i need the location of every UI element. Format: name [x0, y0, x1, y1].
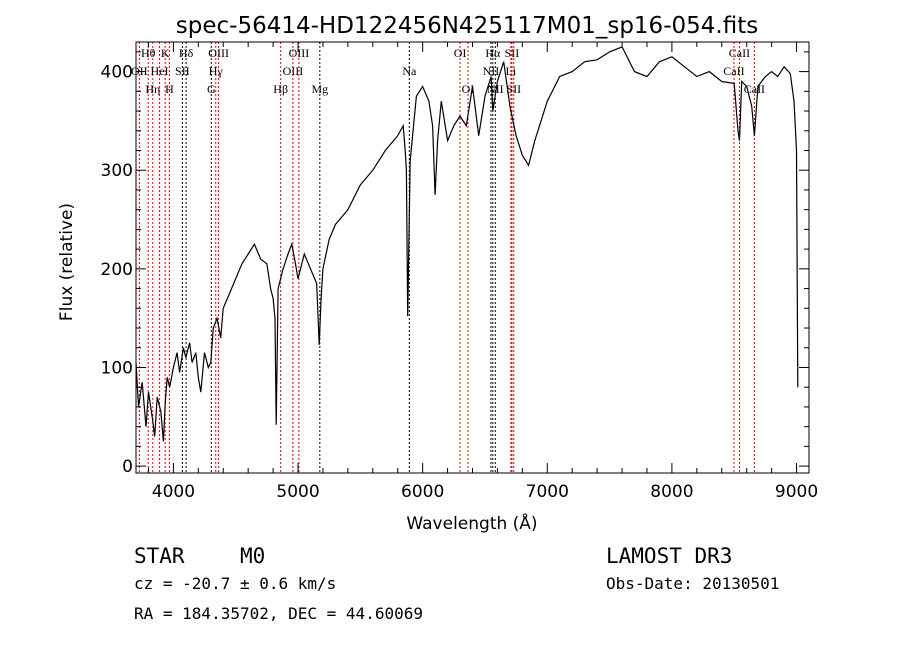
survey-name: LAMOST DR3: [606, 544, 732, 568]
line-label: Hη: [145, 82, 160, 96]
y-axis-label: Flux (relative): [57, 203, 77, 321]
line-label: HeI: [151, 64, 169, 78]
line-label: CaII: [729, 46, 750, 60]
line-label: CaII: [723, 64, 744, 78]
axis-ticks: 4000 5000 6000 7000 8000 9000 0 100 200 300 400: [101, 42, 818, 502]
x-tick-label: 8000: [650, 482, 693, 502]
x-tick-label: 7000: [526, 482, 569, 502]
ra-dec: RA = 184.35702, DEC = 44.60069: [134, 604, 423, 623]
line-label: OIII: [283, 64, 304, 78]
line-label: OII: [131, 64, 148, 78]
redshift-cz: cz = -20.7 ± 0.6 km/s: [134, 574, 336, 593]
object-class: STAR: [134, 544, 185, 568]
obs-date: Obs-Date: 20130501: [606, 574, 779, 593]
line-label: NII: [483, 64, 500, 78]
x-tick-label: 5000: [276, 482, 319, 502]
line-label: SII: [175, 64, 190, 78]
line-label: K: [161, 46, 170, 60]
line-label: G: [207, 82, 216, 96]
plot-frame: [135, 41, 810, 474]
x-tick-label: 9000: [775, 482, 818, 502]
y-tick-label: 0: [122, 457, 133, 477]
line-label: OIII: [208, 46, 229, 60]
y-tick-label: 200: [101, 260, 133, 280]
y-tick-label: 400: [101, 63, 133, 83]
line-label: CaII: [744, 82, 765, 96]
line-label: Hβ: [273, 82, 288, 96]
x-tick-label: 6000: [401, 482, 444, 502]
line-label: Na: [402, 64, 417, 78]
spectral-line-markers: OIIHθHηHeIKHSIIHδGHγOIIIHβOIIIOIIIMgNaOI…: [131, 42, 765, 473]
line-label: OIII: [289, 46, 310, 60]
line-label: Li: [506, 64, 517, 78]
line-label: SII: [505, 46, 520, 60]
line-label: Mg: [311, 82, 328, 96]
object-subclass: M0: [240, 544, 265, 568]
line-label: Hα: [485, 46, 501, 60]
line-label: SII: [506, 82, 521, 96]
y-tick-label: 300: [101, 161, 133, 181]
x-tick-label: 4000: [152, 482, 195, 502]
spectrum-line: [135, 46, 799, 442]
line-label: H: [165, 82, 174, 96]
line-label: Hδ: [179, 46, 194, 60]
y-tick-label: 100: [101, 358, 133, 378]
x-axis-label: Wavelength (Å): [406, 512, 537, 534]
line-label: OI: [454, 46, 467, 60]
line-label: Hγ: [209, 64, 224, 78]
line-label: Hθ: [141, 46, 156, 60]
chart-title: spec-56414-HD122456N425117M01_sp16-054.f…: [176, 13, 758, 39]
